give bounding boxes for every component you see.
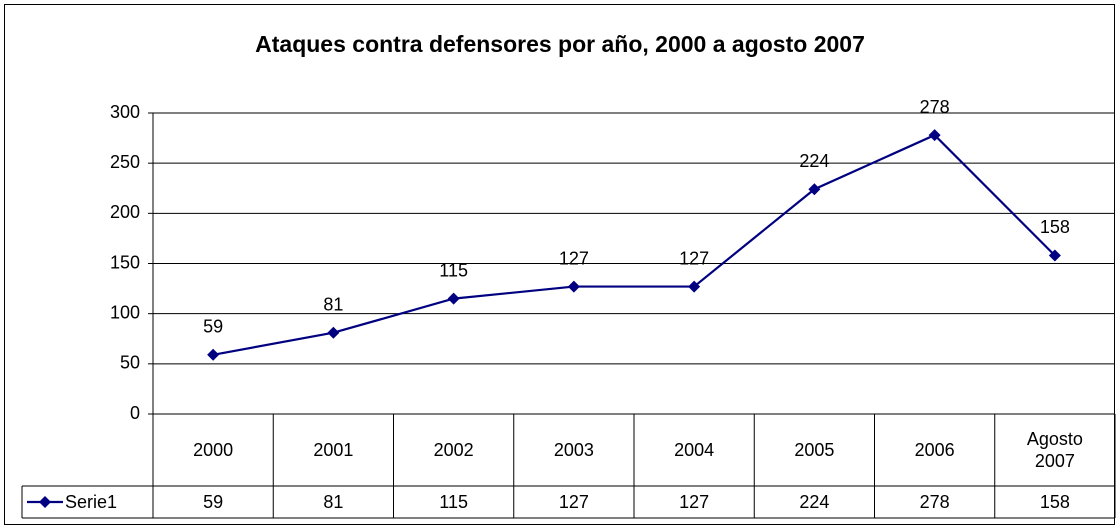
- data-label: 127: [559, 248, 589, 268]
- category-cell: 2002: [433, 440, 474, 460]
- marker: [1048, 249, 1061, 262]
- chart-frame: [4, 4, 1115, 525]
- category-cell: 2006: [914, 440, 955, 460]
- table-value: 59: [203, 492, 224, 512]
- y-tick-label: 150: [110, 252, 140, 272]
- marker: [447, 292, 460, 305]
- data-label: 224: [799, 151, 829, 171]
- table-value: 81: [323, 492, 344, 512]
- marker: [207, 348, 220, 361]
- category-cell: 2003: [553, 440, 594, 460]
- legend-label: Serie1: [65, 492, 117, 512]
- category-cell: 2004: [674, 440, 715, 460]
- data-label: 59: [203, 317, 223, 337]
- category-cell: 2000: [193, 440, 234, 460]
- table-value: 115: [439, 492, 468, 512]
- marker: [327, 326, 340, 339]
- series-line: [212, 133, 1056, 356]
- marker: [567, 280, 580, 293]
- y-tick-label: 250: [110, 152, 140, 172]
- data-label: 115: [439, 260, 468, 280]
- data-label: 81: [323, 294, 343, 314]
- y-tick-label: 100: [110, 302, 140, 322]
- category-cell: 2001: [313, 440, 354, 460]
- legend-marker: [39, 496, 51, 508]
- table-value: 224: [799, 492, 830, 512]
- y-tick-label: 0: [130, 403, 140, 423]
- marker: [808, 183, 821, 196]
- table-value: 127: [558, 492, 589, 512]
- data-label: 158: [1040, 217, 1070, 237]
- marker: [688, 280, 701, 293]
- table-value: 158: [1039, 492, 1070, 512]
- table-value: 127: [679, 492, 710, 512]
- category-cell: Agosto 2007: [1026, 429, 1083, 471]
- y-tick-label: 200: [110, 202, 140, 222]
- marker: [928, 129, 941, 142]
- y-tick-label: 50: [120, 353, 140, 373]
- chart-title: Ataques contra defensores por año, 2000 …: [255, 31, 865, 57]
- data-label: 278: [920, 97, 950, 117]
- y-tick-label: 300: [110, 102, 140, 122]
- data-label: 127: [679, 248, 709, 268]
- category-cell: 2005: [794, 440, 835, 460]
- table-value: 278: [919, 492, 950, 512]
